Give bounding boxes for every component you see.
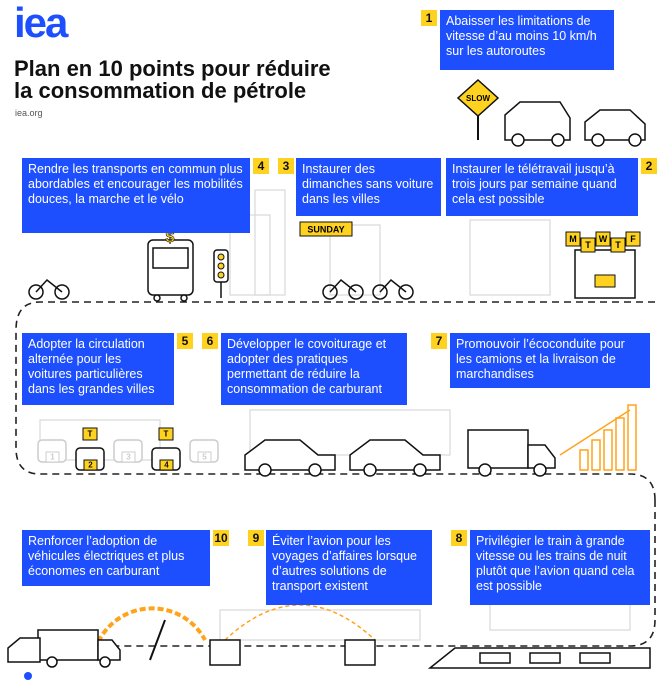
laptop xyxy=(594,274,616,288)
taxi-tag-label: T xyxy=(88,430,93,439)
slow-label: SLOW xyxy=(466,94,490,103)
weekday-flag xyxy=(625,231,641,247)
cars-top xyxy=(504,101,646,147)
weekday-label: W xyxy=(599,234,608,244)
flight-arc xyxy=(224,604,376,641)
point-number: 7 xyxy=(431,333,447,349)
point-text: Instaurer des dimanches sans voiture dan… xyxy=(296,158,441,216)
plate xyxy=(121,451,136,463)
weekday-flag xyxy=(595,231,611,247)
slow-sign xyxy=(456,78,500,118)
weekday-label: M xyxy=(569,234,577,244)
sunday-label: SUNDAY xyxy=(307,224,344,234)
carpool-cars xyxy=(244,439,441,477)
point-number: 1 xyxy=(421,10,437,26)
title-line: Plan en 10 points pour réduire xyxy=(14,56,331,81)
plate-cars: 1 2 T 3 4 T 5 xyxy=(37,427,219,471)
gauge-needle xyxy=(149,619,166,661)
point-text: Développer le covoiturage et adopter des… xyxy=(221,333,407,405)
plate xyxy=(45,451,60,463)
buildings xyxy=(39,189,631,641)
plate xyxy=(159,459,174,471)
point-text: Rendre les transports en commun plus abo… xyxy=(22,158,250,233)
plate-number: 2 xyxy=(88,461,93,470)
dollar: $ xyxy=(166,229,175,246)
point-number: 3 xyxy=(278,158,294,174)
weekday-label: F xyxy=(630,234,636,244)
point-text: Abaisser les limitations de vitesse d’au… xyxy=(440,10,614,70)
point-number: 10 xyxy=(213,530,229,546)
point-text: Éviter l’avion pour les voyages d’affair… xyxy=(266,530,432,605)
route-end xyxy=(24,672,32,680)
source: iea.org xyxy=(15,108,43,118)
ev-truck xyxy=(7,629,121,668)
title: Plan en 10 points pour réduire la consom… xyxy=(14,58,331,102)
point-text: Privilégier le train à grande vitesse ou… xyxy=(470,530,650,605)
point-number: 9 xyxy=(248,530,264,546)
desks xyxy=(209,639,376,666)
plate-number: 1 xyxy=(50,453,55,462)
gauge xyxy=(93,606,207,651)
point-number: 8 xyxy=(451,530,467,546)
title-line: la consommation de pétrole xyxy=(14,78,307,103)
traffic-light xyxy=(213,249,229,298)
bus xyxy=(147,239,194,302)
truck xyxy=(467,429,556,477)
point-number: 6 xyxy=(202,333,218,349)
weekday-label: T xyxy=(585,240,591,250)
plate xyxy=(83,459,98,471)
bikes xyxy=(28,278,414,300)
weekday-flag xyxy=(610,237,626,253)
plate-number: 4 xyxy=(164,461,169,470)
point-number: 2 xyxy=(641,158,657,174)
plate xyxy=(197,451,212,463)
eco-bars xyxy=(559,404,637,471)
point-text: Instaurer le télétravail jusqu’à trois j… xyxy=(446,158,638,216)
point-number: 4 xyxy=(253,158,269,174)
taxi-tag xyxy=(158,427,174,441)
weekday-label: T xyxy=(615,240,621,250)
sunday-sign xyxy=(299,221,353,237)
weekday-flag xyxy=(565,231,581,247)
weekday-flag xyxy=(580,237,596,253)
dashed-route xyxy=(15,301,656,647)
kiosk xyxy=(574,249,636,299)
point-text: Renforcer l’adoption de véhicules électr… xyxy=(22,530,210,586)
logo: iea xyxy=(14,0,68,46)
train xyxy=(427,647,651,669)
point-number: 5 xyxy=(177,333,193,349)
taxi-tag-label: T xyxy=(164,430,169,439)
point-text: Adopter la circulation alternée pour les… xyxy=(22,333,174,405)
plate-number: 3 xyxy=(126,453,131,462)
taxi-tag xyxy=(82,427,98,441)
point-text: Promouvoir l’écoconduite pour les camion… xyxy=(450,333,650,388)
plate-number: 5 xyxy=(202,453,207,462)
